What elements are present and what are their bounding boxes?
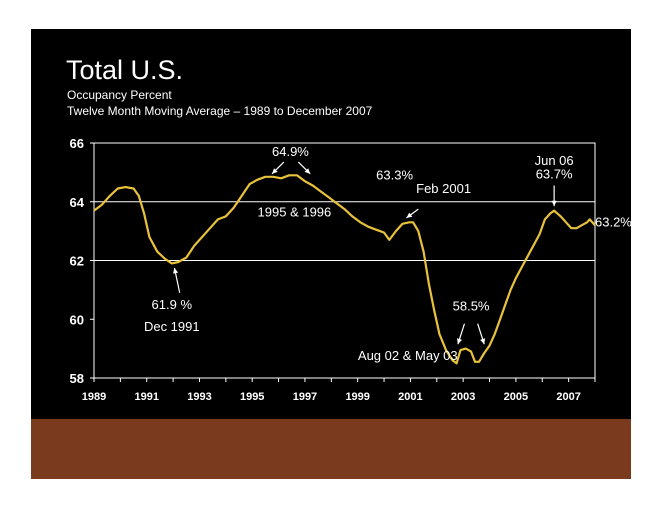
chart-axes [90,142,596,382]
occupancy-chart: 64.9% 1995 & 1996 63.3%Feb 2001 Jun 0663.7%… [70,136,631,403]
y-tick-label: 64 [70,195,85,210]
slide: Total U.S. Occupancy Percent Twelve Mont… [31,29,631,479]
y-tick-label: 58 [70,371,84,386]
x-tick-label: 2005 [504,391,528,403]
subtitle-line-1: Occupancy Percent [67,88,172,102]
annotation-label: 1995 & 1996 [258,204,332,219]
annotation-label: 63.7% [536,166,573,181]
x-tick-label: 1989 [82,391,106,403]
annotation-label: Feb 2001 [416,181,471,196]
chart-series [93,174,596,365]
annotation-label: 58.5% [453,298,490,313]
x-tick-label: 1995 [240,391,264,403]
arrow-jun-06-head [551,200,557,207]
x-tick-label: 2007 [556,391,580,403]
footer-band [31,419,631,479]
chart-tick-labels: 58 60 62 64 66 1989 1991 1993 1995 1997 1999 2001 20… [70,136,581,403]
x-tick-label: 1999 [345,391,369,403]
x-tick-label: 1997 [293,391,317,403]
annotation-label: 63.2% [595,215,631,230]
series-line-occupancy [93,174,596,365]
slide-title: Total U.S. [66,55,184,85]
annotation-label: 61.9 % [152,297,193,312]
y-tick-label: 66 [70,136,84,151]
x-tick-label: 2003 [451,391,475,403]
subtitle-line-2: Twelve Month Moving Average – 1989 to De… [67,104,373,118]
annotation-label: 64.9% [272,144,309,159]
chart-gridlines [94,201,595,261]
annotation-label: 63.3% [376,168,413,183]
arrow-feb-2001-head [406,212,413,218]
x-tick-label: 1993 [187,391,211,403]
annotation-label: Aug 02 & May 03 [358,348,458,363]
x-tick-label: 1991 [134,391,158,403]
x-tick-label: 2001 [398,391,422,403]
y-tick-label: 60 [70,312,84,327]
arrow-dec-1991-head [172,267,179,274]
slide-subtitle: Occupancy Percent Twelve Month Moving Av… [67,87,372,119]
chart-annotations: 64.9% 1995 & 1996 63.3%Feb 2001 Jun 0663.7%… [144,144,631,363]
arrow-aug-02-head [457,338,463,345]
annotation-label: Jun 06 [535,153,574,168]
y-tick-label: 62 [70,254,84,269]
arrow-may-03-head [480,338,486,345]
arrow-1996-head [304,168,311,174]
arrow-1995-head [271,168,278,174]
annotation-label: Dec 1991 [144,319,200,334]
